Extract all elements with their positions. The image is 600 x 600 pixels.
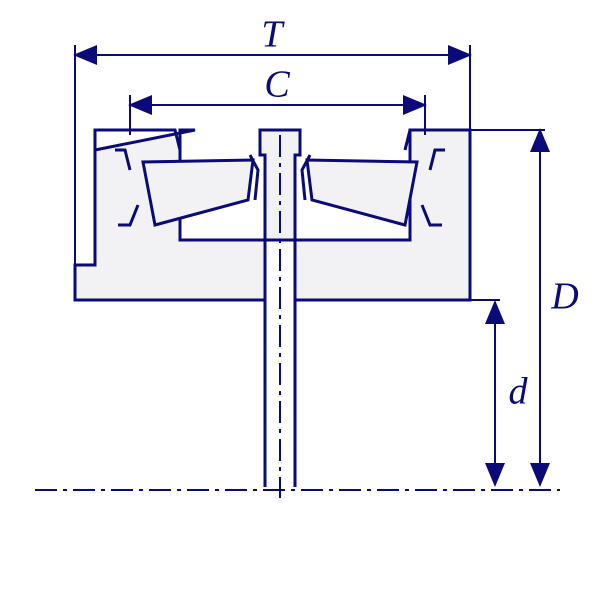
label-d: d bbox=[509, 371, 529, 413]
roller-left bbox=[143, 160, 253, 225]
label-D: D bbox=[550, 276, 578, 318]
label-T: T bbox=[261, 14, 285, 56]
label-C: C bbox=[264, 64, 290, 106]
roller-right bbox=[307, 160, 417, 225]
bearing-diagram: T C D d bbox=[0, 0, 600, 600]
